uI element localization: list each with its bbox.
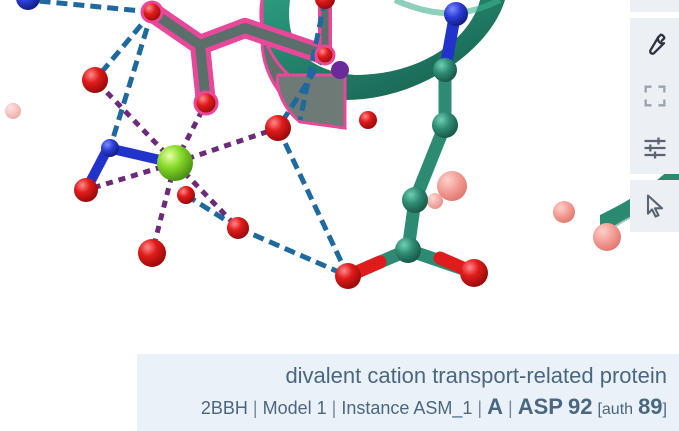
- hydrogen-bond-lines: [27, 0, 351, 279]
- residue-name: ASP: [517, 394, 563, 419]
- toolbar-top-strip: [630, 0, 679, 12]
- entry-id: 2BBH: [200, 398, 248, 418]
- auth-number: 89: [638, 394, 663, 419]
- residue-number: 92: [567, 394, 593, 419]
- viewer-toolbar: [630, 0, 679, 232]
- selection-info-panel: divalent cation transport-related protei…: [137, 354, 679, 431]
- fullscreen-button[interactable]: [630, 70, 679, 122]
- sliders-icon: [644, 137, 665, 159]
- settings-button[interactable]: [630, 18, 679, 70]
- model-label: Model 1: [262, 398, 327, 418]
- instance-label: Instance ASM_1: [341, 398, 473, 418]
- toolbar-group-main: [630, 18, 679, 174]
- toolbar-group-mode: [630, 180, 679, 232]
- pointer-icon: [646, 194, 663, 218]
- selection-mode-button[interactable]: [630, 180, 679, 232]
- auth-prefix: [auth: [597, 401, 634, 418]
- expand-icon: [644, 85, 665, 107]
- wrench-icon: [648, 33, 665, 55]
- chain-id: A: [487, 394, 503, 419]
- selection-path: 2BBH | Model 1 | Instance ASM_1 | A | ASP 92 [au…: [200, 394, 667, 419]
- entity-title: divalent cation transport-related protei…: [285, 363, 667, 388]
- auth-suffix: ]: [662, 401, 667, 418]
- atoms: [16, 0, 488, 289]
- controls-button[interactable]: [630, 122, 679, 174]
